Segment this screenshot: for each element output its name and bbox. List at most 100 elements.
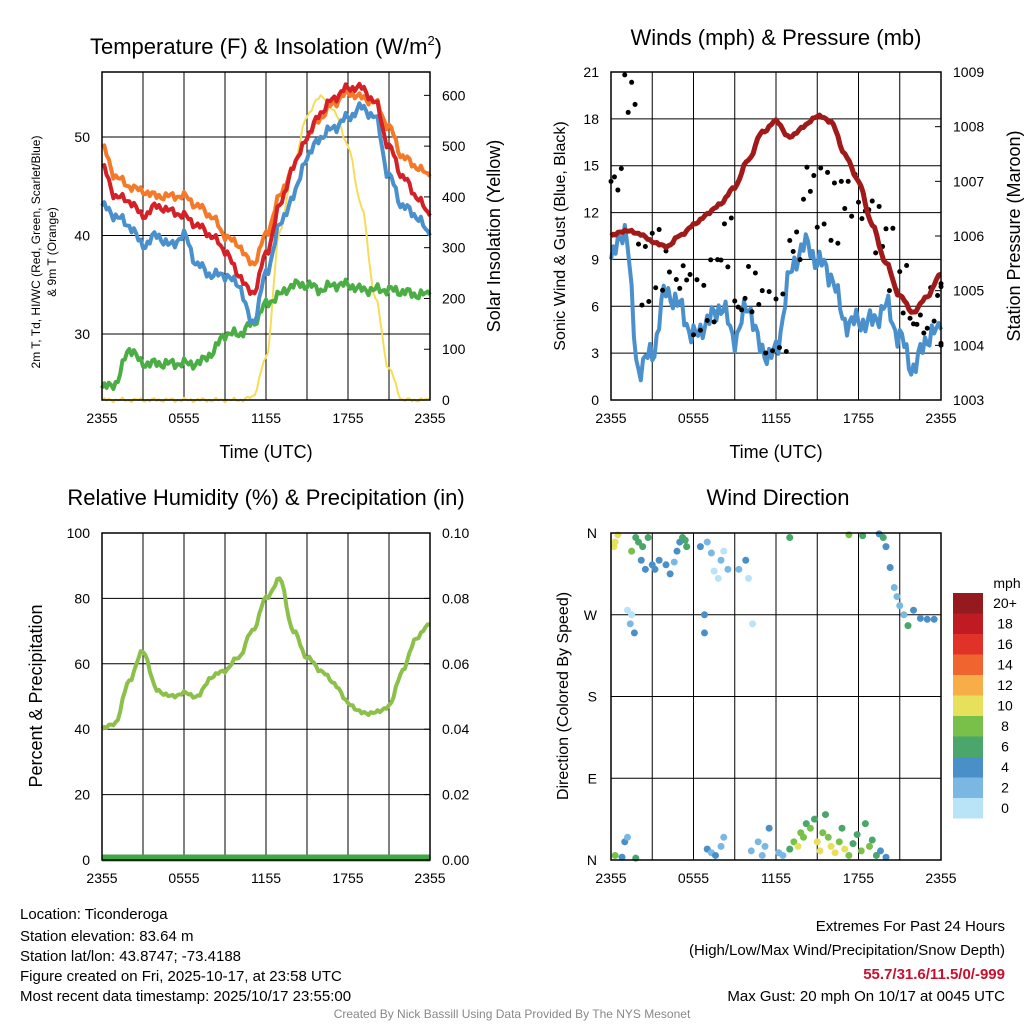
direction-point	[786, 534, 794, 542]
gust-point	[873, 250, 879, 256]
gust-point	[739, 307, 745, 313]
plot-frame	[101, 71, 431, 401]
gust-point	[849, 213, 855, 219]
y2-tick-label: 1006	[953, 228, 984, 244]
direction-point	[626, 620, 634, 628]
y-tick-label: 30	[74, 326, 90, 342]
colorbar-label: 10	[997, 698, 1013, 714]
gust-point	[794, 229, 800, 235]
gust-point	[711, 319, 717, 325]
colorbar-label: 4	[1001, 759, 1009, 775]
y2-tick-label: 200	[442, 290, 466, 306]
direction-point	[868, 836, 876, 844]
y-tick-label: 20	[74, 787, 90, 803]
x-tick-label: 2355	[925, 410, 956, 426]
gust-point	[639, 302, 645, 308]
y-tick-label: 40	[74, 721, 90, 737]
direction-point	[861, 820, 869, 828]
gust-point	[732, 298, 738, 304]
y-tick-label: 0	[591, 392, 599, 408]
direction-point	[683, 543, 691, 551]
direction-point	[696, 543, 704, 551]
direction-point	[714, 574, 722, 582]
gust-point	[924, 325, 930, 331]
direction-point	[628, 547, 636, 555]
direction-point	[749, 620, 757, 628]
pressure-line	[609, 112, 942, 315]
gust-point	[618, 165, 624, 171]
y2-axis-label: Station Pressure (Maroon)	[1004, 130, 1024, 341]
gust-point	[636, 241, 641, 247]
gust-point	[708, 257, 714, 263]
gust-point	[790, 248, 796, 254]
direction-point	[712, 851, 719, 859]
direction-point	[806, 824, 814, 832]
direction-point	[662, 561, 670, 569]
y-axis-label: Direction (Colored By Speed)	[555, 592, 572, 800]
direction-point	[886, 564, 894, 572]
gust-point	[773, 296, 779, 302]
direction-point	[624, 606, 631, 614]
gust-point	[721, 221, 727, 227]
direction-point	[720, 547, 728, 555]
y2-tick-label: 0.00	[442, 852, 469, 868]
direction-point	[930, 615, 938, 623]
direction-point	[811, 815, 818, 823]
x-tick-label: 0555	[678, 410, 709, 426]
direction-point	[893, 593, 901, 601]
wind-speed-line	[609, 223, 943, 383]
y-tick-label: 100	[67, 525, 91, 541]
gust-point	[804, 164, 810, 170]
gust-point	[776, 345, 782, 351]
direction-point	[681, 536, 689, 544]
direction-point	[866, 842, 873, 850]
direction-point	[879, 534, 887, 542]
direction-point	[819, 829, 827, 837]
direction-point	[882, 853, 890, 861]
gust-point	[687, 271, 693, 277]
direction-point	[724, 565, 732, 573]
gust-point	[642, 244, 648, 250]
x-tick-label: 2355	[595, 410, 626, 426]
y2-axis-label: Solar Insolation (Yellow)	[484, 140, 504, 332]
direction-point	[630, 629, 638, 637]
gust-point	[684, 277, 690, 283]
x-tick-label: 2355	[414, 410, 445, 426]
max-gust-text: Max Gust: 20 mph On 10/17 at 0045 UTC	[727, 988, 1005, 1005]
plot-frame	[610, 532, 942, 861]
chart-title-winds: Winds (mph) & Pressure (mb)	[631, 25, 922, 50]
heat-index-wind-chill-line	[100, 101, 432, 325]
direction-point	[635, 538, 642, 546]
x-tick-label: 2355	[595, 870, 626, 886]
gust-point	[660, 287, 666, 293]
gust-point	[856, 199, 861, 205]
direction-point	[611, 538, 619, 546]
direction-point	[910, 606, 917, 614]
gust-point	[666, 269, 672, 275]
gust-point	[835, 240, 841, 246]
gust-point	[632, 101, 638, 107]
direction-point	[849, 840, 857, 848]
gust-point	[694, 277, 700, 283]
y2-tick-label: 0.06	[442, 656, 469, 672]
x-tick-label: 0555	[168, 870, 199, 886]
y-axis-label: 2m T, Td, HI/WC (Red, Green, Scarlet/Blu…	[29, 136, 43, 369]
title-text-end: )	[435, 34, 442, 59]
direction-point	[701, 629, 708, 637]
y2-tick-label: 1003	[953, 392, 984, 408]
y-tick-label: 18	[583, 111, 599, 127]
y-tick-label: 0	[82, 852, 90, 868]
direction-point	[611, 851, 619, 859]
plot-frame	[610, 71, 942, 401]
y-tick-label: 60	[74, 656, 90, 672]
direction-tick-label: E	[588, 770, 597, 786]
gust-point	[718, 257, 724, 263]
x-axis-label: Time (UTC)	[219, 442, 312, 462]
gust-point	[735, 304, 741, 310]
direction-point	[747, 847, 755, 855]
direction-point	[786, 845, 794, 853]
created-text: Figure created on Fri, 2025-10-17, at 23…	[20, 968, 342, 985]
direction-point	[853, 831, 861, 839]
y2-tick-label: 0.10	[442, 525, 469, 541]
direction-point	[877, 847, 884, 855]
